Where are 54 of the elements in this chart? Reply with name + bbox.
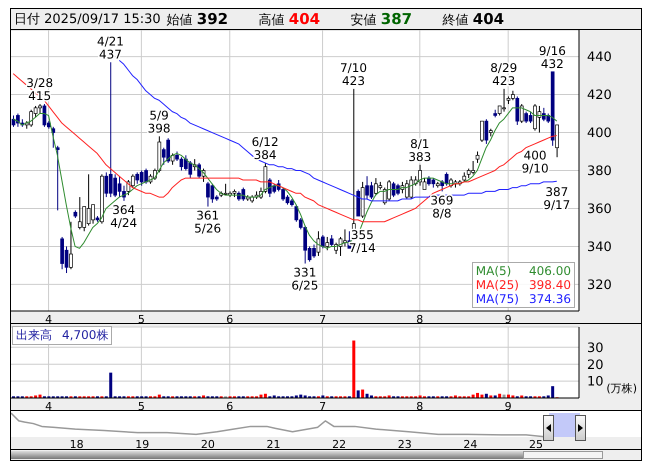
x-tick-label: 18 <box>70 438 84 451</box>
annotation: 9/16 432 <box>538 44 566 71</box>
x-tick-label: 25 <box>529 438 543 451</box>
x-tick-label: 9 <box>504 400 512 413</box>
y-tick-label: 30 <box>587 340 604 356</box>
text: 終値 404 <box>442 10 506 28</box>
y-tick-label: 440 <box>587 50 612 66</box>
annotation: 361 5/26 <box>194 208 222 236</box>
x-tick-label: 24 <box>463 438 478 451</box>
y-tick-label: 360 <box>587 202 612 218</box>
y-tick-label: 380 <box>587 164 612 180</box>
y-tick-label: 420 <box>587 88 612 104</box>
text: 安値 387 <box>350 10 414 28</box>
y-tick-label: 320 <box>587 278 612 294</box>
annotation: 4/21 437 <box>96 34 124 62</box>
x-tick-label: 21 <box>266 438 280 451</box>
x-tick-label: 7 <box>319 312 326 326</box>
text: 高値 404 <box>258 10 322 28</box>
annotation: 8/29 423 <box>490 60 518 88</box>
annotation: 8/1 383 <box>408 136 432 164</box>
x-tick-label: 4 <box>45 400 52 413</box>
y-tick-label: 340 <box>587 240 612 256</box>
x-tick-label: 22 <box>332 438 346 451</box>
text: MA(5) 406.00 <box>476 264 571 278</box>
x-tick-label: 8 <box>416 400 424 413</box>
x-tick-label: 23 <box>398 438 412 451</box>
x-tick-label: 5 <box>138 312 145 326</box>
annotation: 6/12 384 <box>252 134 279 162</box>
text: MA(25) 398.40 <box>476 278 571 292</box>
y-tick-label: 10 <box>587 374 604 390</box>
annotation: 400 9/10 <box>522 148 549 176</box>
x-tick-label: 8 <box>416 312 424 326</box>
x-tick-label: 7 <box>319 400 326 413</box>
annotation: 5/9 398 <box>148 108 170 136</box>
x-tick-label: 19 <box>135 438 150 451</box>
annotation: 4,700株 <box>62 328 108 342</box>
y-tick-label: 400 <box>587 126 612 142</box>
chart-title: 出来高 <box>16 328 52 342</box>
annotation: 364 4/24 <box>110 202 138 230</box>
y-tick-label: 20 <box>587 358 604 373</box>
y-axis-title: (万株) <box>606 381 637 396</box>
x-tick-label: 5 <box>138 400 145 413</box>
x-tick-label: 4 <box>45 312 52 326</box>
text: 始値 392 <box>166 10 230 28</box>
text: MA(75) 374.36 <box>476 292 571 306</box>
x-tick-label: 9 <box>504 312 512 326</box>
annotation: 331 6/25 <box>291 266 318 293</box>
annotation: 387 9/17 <box>543 185 570 212</box>
chart-title: 日付 2025/09/17 15:30 <box>14 11 161 28</box>
x-tick-label: 6 <box>226 400 234 413</box>
x-tick-label: 6 <box>226 312 234 326</box>
annotation: 7/10 423 <box>340 60 367 88</box>
annotation: 369 8/8 <box>430 193 454 220</box>
x-tick-label: 20 <box>200 438 215 451</box>
